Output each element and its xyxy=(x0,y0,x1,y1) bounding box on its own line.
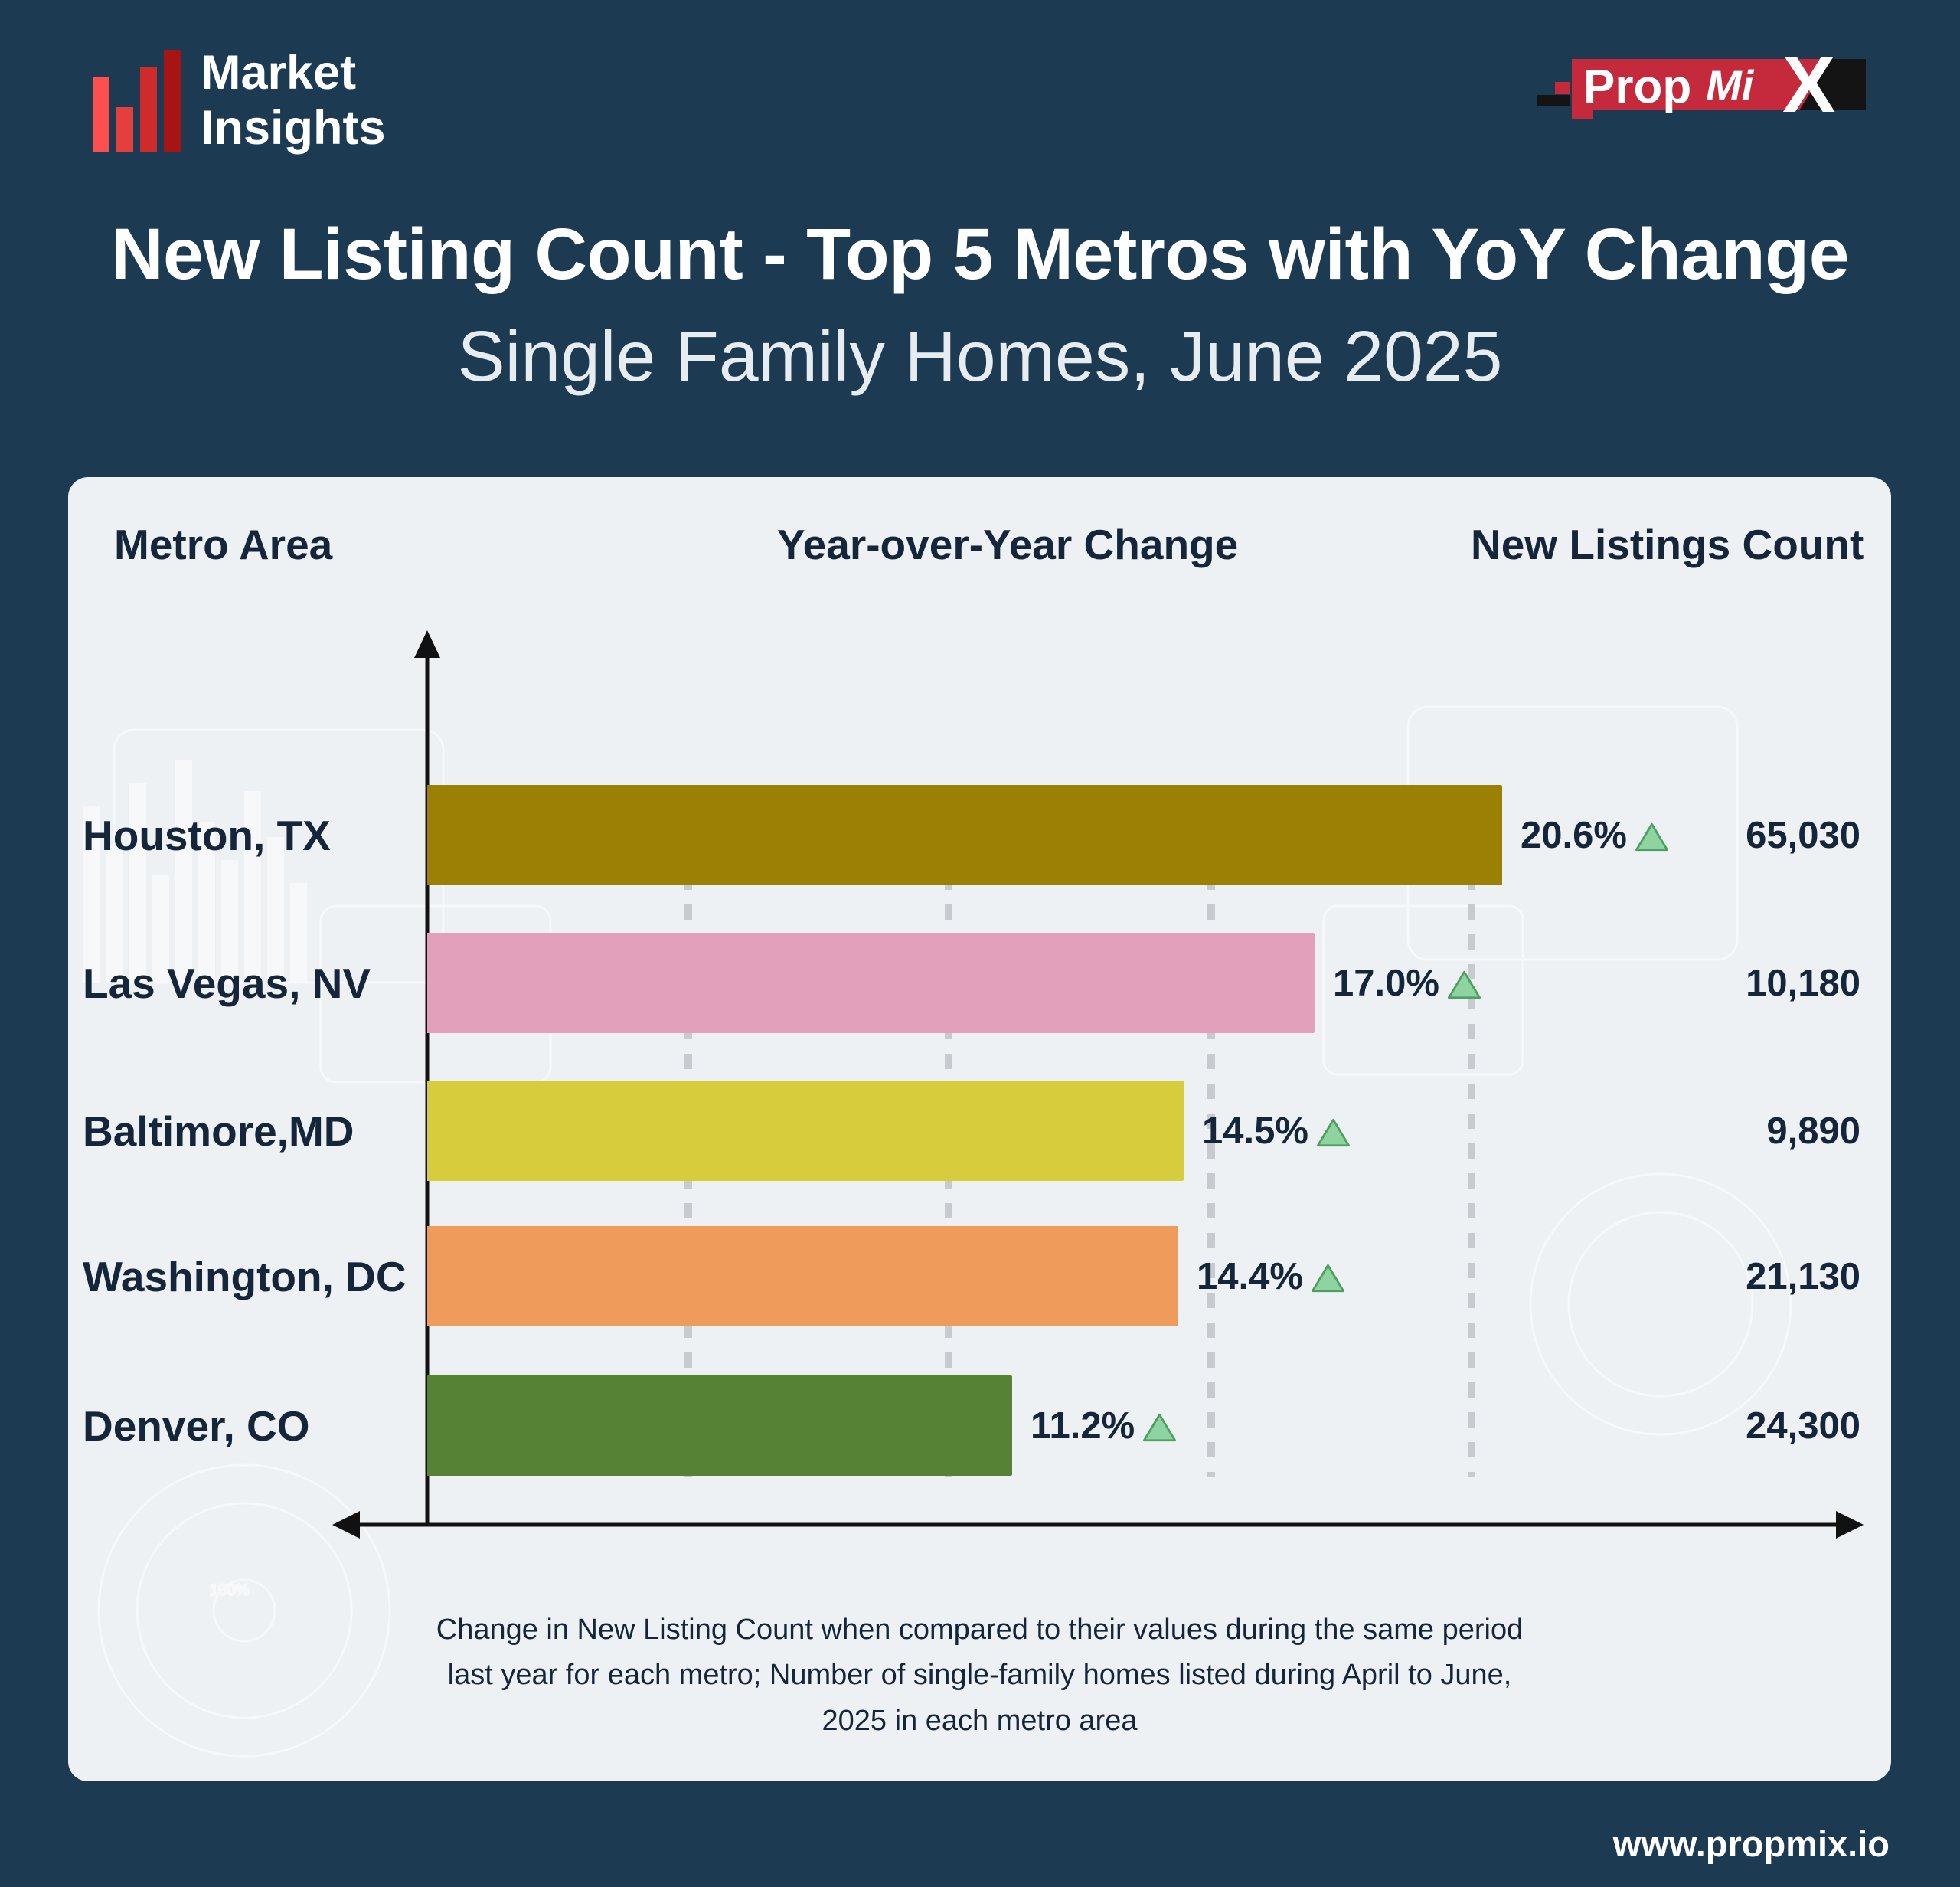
svg-text:Mi: Mi xyxy=(1706,61,1755,110)
svg-text:X: X xyxy=(1782,41,1835,129)
svg-text:Prop: Prop xyxy=(1583,61,1691,113)
